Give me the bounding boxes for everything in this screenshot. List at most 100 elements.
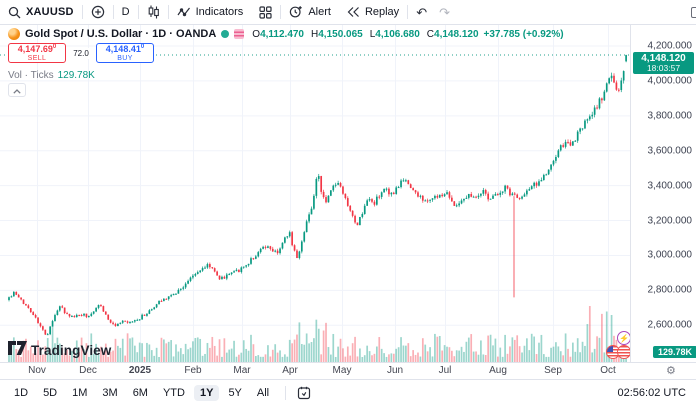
- replay-icon: [347, 6, 360, 18]
- price-change: +37.785 (+0.92%): [483, 28, 564, 40]
- price-axis-tick: 3,400.000: [647, 180, 693, 192]
- candlestick-chart[interactable]: [0, 25, 630, 362]
- chart-style-button[interactable]: [139, 0, 168, 24]
- replay-button[interactable]: Replay: [339, 0, 407, 24]
- price-axis-tick: 4,000.000: [647, 75, 693, 87]
- candlestick-style-icon: [147, 5, 160, 19]
- price-axis[interactable]: 4,148.120 18:03:57 129.78K 4,200.000 4,00…: [630, 25, 696, 362]
- symbol-info-row: Gold Spot / U.S. Dollar · 1D · OANDA O4,…: [8, 28, 564, 40]
- interval-button[interactable]: D: [114, 0, 138, 24]
- indicators-label: Indicators: [195, 6, 244, 18]
- compare-add-symbol-button[interactable]: [83, 0, 113, 24]
- toolbar-divider: [81, 5, 83, 19]
- undo-redo-group: ↶ ↷: [408, 0, 458, 24]
- symbol-notes-icon[interactable]: [234, 29, 245, 39]
- market-status-dot-icon[interactable]: [221, 30, 230, 38]
- ohlc-values: O4,112.470 H4,150.065 L4,106.680 C4,148.120: [252, 29, 478, 40]
- last-price-value: 4,148.120: [641, 53, 686, 65]
- time-axis-label: Dec: [79, 365, 97, 376]
- time-axis-label: 2025: [128, 365, 152, 376]
- range-button-3m[interactable]: 3M: [102, 386, 118, 399]
- volume-indicator-value: 129.78K: [57, 70, 95, 81]
- interval-label: D: [121, 6, 130, 18]
- range-button-1y[interactable]: 1Y: [193, 384, 220, 401]
- topbar-right-group: [691, 0, 696, 24]
- buy-sell-widget: 4,147.690 SELL 72.0 4,148.410 BUY: [8, 43, 154, 63]
- indicators-button[interactable]: Indicators: [169, 0, 252, 24]
- symbol-title[interactable]: Gold Spot / U.S. Dollar · 1D · OANDA: [25, 28, 217, 40]
- range-button-1m[interactable]: 1M: [72, 386, 88, 399]
- pane-collapse-button[interactable]: [8, 83, 26, 97]
- chart-pane[interactable]: Gold Spot / U.S. Dollar · 1D · OANDA O4,…: [0, 25, 631, 362]
- tradingview-logo-mark-icon: [8, 341, 27, 360]
- volume-axis-badge: 129.78K: [653, 346, 696, 358]
- time-axis[interactable]: ⚙ Nov Dec 2025 Feb Mar Apr May Jun Jul Aug Sep Oct: [0, 362, 696, 379]
- time-axis-label: Apr: [282, 365, 298, 376]
- toolbar-divider: [285, 385, 287, 400]
- toolbar-divider: [167, 5, 169, 19]
- bottom-toolbar: 1D 5D 1M 3M 6M YTD 1Y 5Y All 02:56:02 UTC: [0, 379, 696, 405]
- indicators-icon: [177, 6, 191, 19]
- time-axis-label: Jun: [386, 365, 404, 376]
- range-button-ytd[interactable]: YTD: [162, 386, 185, 399]
- economic-event-lightning-icon[interactable]: ⚡: [617, 331, 631, 345]
- go-to-date-button[interactable]: [296, 386, 311, 400]
- sell-price: 4,147.690: [17, 43, 57, 54]
- time-axis-label: Aug: [489, 365, 507, 376]
- toolbar-divider: [137, 5, 139, 19]
- time-axis-label: Nov: [28, 365, 46, 376]
- gold-symbol-icon: [8, 28, 20, 40]
- tradingview-logo[interactable]: TradingView: [8, 341, 111, 360]
- price-axis-tick: 3,200.000: [647, 215, 693, 227]
- bar-countdown: 18:03:57: [646, 63, 681, 74]
- time-axis-label: Oct: [600, 365, 616, 376]
- time-axis-label: Jul: [438, 365, 452, 376]
- redo-icon[interactable]: ↷: [439, 4, 450, 20]
- range-button-5y[interactable]: 5Y: [228, 386, 242, 399]
- time-axis-label: Mar: [233, 365, 251, 376]
- ohlc-field: C4,148.120: [426, 28, 479, 40]
- volume-indicator-row[interactable]: Vol · Ticks 129.78K: [8, 70, 95, 81]
- plus-circle-icon: [91, 5, 105, 19]
- event-flag-icon[interactable]: [617, 345, 631, 359]
- toolbar-divider: [280, 5, 282, 19]
- time-axis-label: May: [332, 365, 352, 376]
- volume-indicator-label: Vol · Ticks: [8, 70, 54, 81]
- ohlc-field: H4,150.065: [311, 28, 363, 40]
- buy-label: BUY: [117, 55, 133, 63]
- top-toolbar: XAUUSD D: [0, 0, 696, 25]
- toolbar-divider: [407, 5, 409, 19]
- axis-settings-gear-icon[interactable]: ⚙: [666, 365, 676, 377]
- calendar-icon: [298, 386, 311, 399]
- ohlc-field: L4,106.680: [369, 28, 420, 40]
- range-button-all[interactable]: All: [256, 386, 270, 399]
- timezone-clock[interactable]: 02:56:02 UTC: [617, 386, 686, 399]
- alert-button[interactable]: Alert: [281, 0, 339, 24]
- search-icon: [8, 6, 21, 19]
- price-axis-tick: 4,200.000: [647, 40, 693, 52]
- layout-grid-icon: [259, 5, 272, 19]
- undo-icon[interactable]: ↶: [416, 4, 428, 20]
- spread-value: 72.0: [68, 47, 94, 59]
- range-button-1d[interactable]: 1D: [14, 386, 29, 399]
- layout-grid-button[interactable]: [251, 0, 280, 24]
- layout-window-icon[interactable]: [691, 6, 696, 18]
- symbol-search-button[interactable]: XAUUSD: [0, 0, 82, 24]
- range-button-6m[interactable]: 6M: [132, 386, 148, 399]
- us-flag-event-icon[interactable]: [606, 345, 620, 359]
- buy-price: 4,148.410: [105, 43, 145, 54]
- price-axis-tick: 3,600.000: [647, 145, 693, 157]
- tradingview-logo-text: TradingView: [31, 343, 112, 358]
- date-range-buttons: 1D 5D 1M 3M 6M YTD 1Y 5Y All: [0, 384, 311, 401]
- ohlc-field: O4,112.470: [252, 28, 304, 40]
- range-button-5d[interactable]: 5D: [43, 386, 58, 399]
- last-price-label: 4,148.120 18:03:57: [633, 52, 694, 75]
- buy-button[interactable]: 4,148.410 BUY: [96, 43, 154, 63]
- replay-label: Replay: [364, 6, 400, 18]
- sell-label: SELL: [27, 55, 47, 63]
- sell-button[interactable]: 4,147.690 SELL: [8, 43, 66, 63]
- price-axis-tick: 2,600.000: [647, 319, 693, 331]
- toolbar-divider: [112, 5, 114, 19]
- chevron-up-icon: [13, 81, 21, 99]
